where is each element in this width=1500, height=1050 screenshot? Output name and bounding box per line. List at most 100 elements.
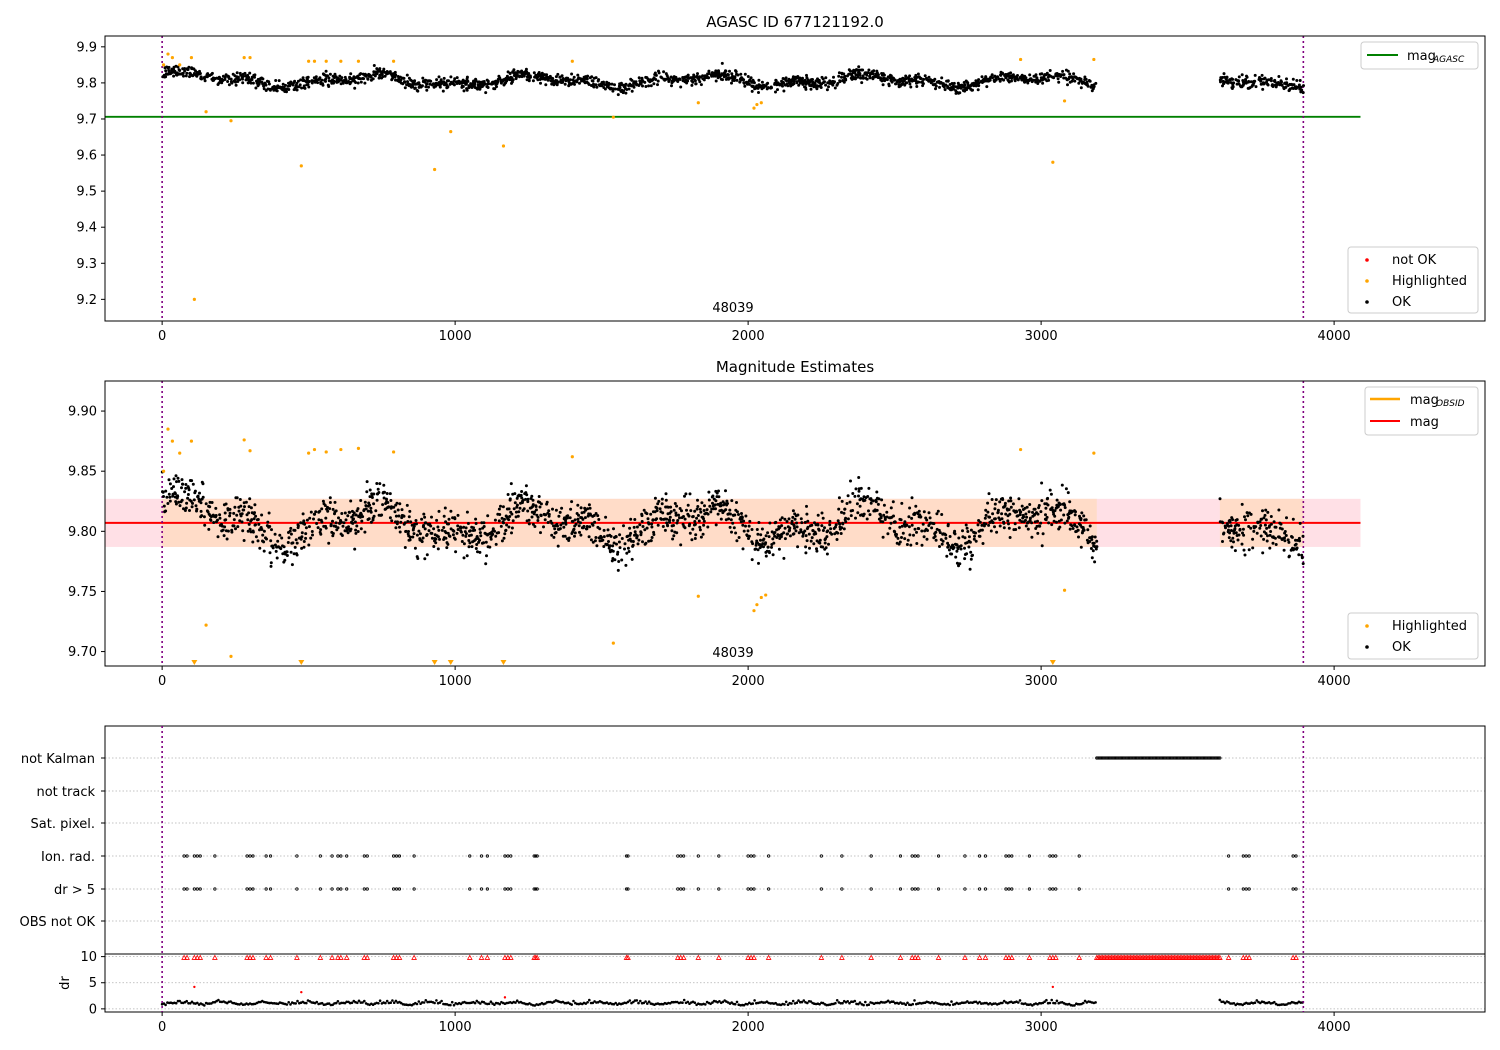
ion-rad-mark [503,854,507,858]
ok-point [1095,545,1099,549]
ok-point [780,516,784,520]
ok-point [605,543,609,546]
ok-point [586,74,590,78]
ok-point [959,547,963,551]
ok-point [363,81,367,85]
dr-point [853,999,857,1003]
dr-point [1043,1000,1046,1003]
ok-point [270,528,273,532]
ok-point [731,521,735,525]
ok-point [698,507,702,511]
ok-point [568,516,572,520]
ok-point [750,528,754,531]
dr-point [1255,999,1259,1002]
ok-point [298,83,302,87]
ok-point [287,88,291,91]
ok-point [1093,560,1097,564]
dr-point [802,999,806,1002]
highlighted-point [339,59,343,63]
dr-clipped-marker [337,954,344,960]
ok-point [657,71,661,75]
dr-point [670,1000,674,1004]
ok-point [240,512,244,516]
ok-point [265,537,268,541]
dr-point [790,1002,793,1005]
ok-point [782,531,786,535]
ok-point [606,528,610,532]
ok-point [803,520,807,524]
ok-point [253,503,257,507]
ok-point [948,535,952,538]
ok-point [952,87,955,91]
ok-point [611,549,615,553]
ok-point [770,545,773,549]
ok-point [1082,514,1086,518]
ok-point [304,532,308,536]
ok-point [652,82,656,86]
ok-point [295,541,299,545]
ok-point [1060,483,1064,487]
ok-point [1089,547,1093,550]
ok-point [872,69,876,73]
ok-point [172,485,175,489]
ion-rad-mark [1247,854,1251,858]
ok-point [508,71,512,75]
ok-point [670,84,673,88]
ok-point [824,83,828,87]
ok-point [539,531,542,535]
ok-point [684,492,688,496]
ok-point [1247,548,1251,552]
ok-point [623,542,627,546]
ok-point [971,88,974,92]
ok-point [815,549,819,553]
dr-point [704,1003,707,1006]
ok-point [597,78,601,82]
dr-point [862,1003,865,1007]
ok-point [804,551,808,555]
ok-point [506,70,510,74]
dr-gt-5-mark [345,887,349,891]
ok-point [1040,544,1044,548]
ok-point [777,547,781,551]
dr-point [1220,1000,1223,1004]
ok-point [168,482,172,486]
ok-point [352,511,356,515]
ok-point [510,512,514,516]
dr-point [718,1000,721,1003]
ok-point [861,76,865,80]
ok-point [1033,507,1037,511]
ok-point [644,541,648,545]
ok-point [564,522,568,526]
ok-point [226,80,230,83]
dr-point [327,1002,331,1005]
ok-point [291,83,295,87]
ok-point [368,503,372,507]
ok-point [998,524,1002,528]
ok-point [810,536,814,540]
ok-point [910,496,914,500]
ok-point [303,86,307,90]
ok-point [683,494,686,498]
dr-point [806,1001,809,1005]
ok-point [965,526,969,530]
ok-point [293,79,297,83]
ok-point [804,534,808,538]
ok-point [556,524,559,528]
ok-point [955,561,959,565]
ok-point [178,504,182,508]
ok-point [359,499,363,502]
ok-point [342,521,346,525]
dr-gt-5-mark [185,887,189,891]
dr-clipped-marker [745,954,751,960]
ok-point [827,542,830,546]
ok-point [402,76,406,80]
ok-point [434,541,438,545]
ok-point [210,71,214,75]
ok-point [913,527,917,531]
panel-flags-gridlines [105,757,1485,922]
ok-point [1030,535,1034,539]
ok-point [282,545,286,549]
ok-point [1240,542,1244,546]
dr-point [289,1003,292,1006]
ion-rad-mark [1054,854,1058,858]
